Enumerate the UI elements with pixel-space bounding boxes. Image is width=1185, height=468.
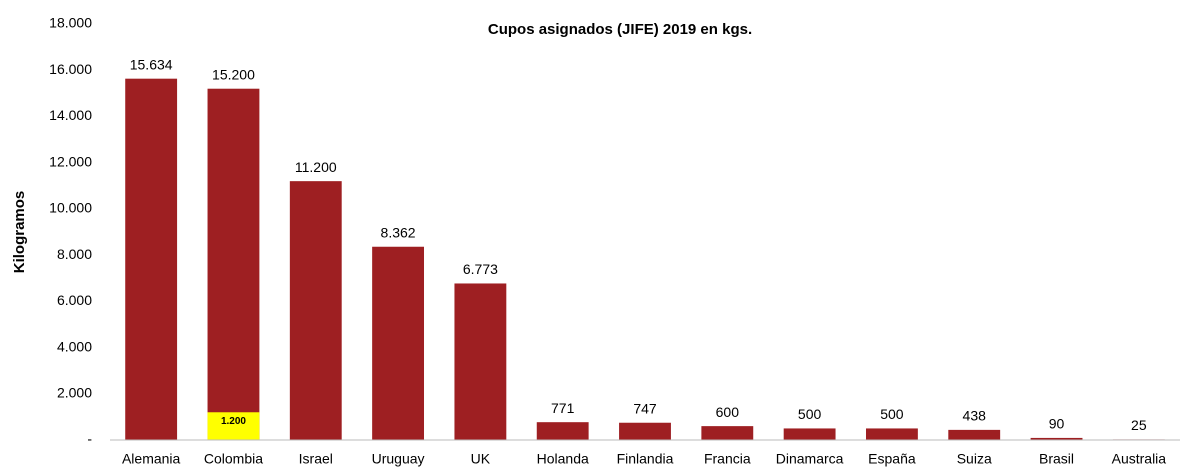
value-label: 25: [1131, 417, 1147, 433]
bar: [125, 78, 178, 441]
y-tick-label: 16.000: [49, 61, 92, 77]
bar: [289, 181, 342, 440]
y-tick-label: 8.000: [57, 246, 92, 262]
value-label: 500: [880, 406, 904, 422]
x-tick-label: Francia: [704, 451, 751, 467]
y-tick-label: 14.000: [49, 107, 92, 123]
bar: [783, 428, 836, 440]
bar: [948, 429, 1001, 440]
value-label: 438: [963, 408, 987, 424]
value-label: 600: [716, 404, 740, 420]
y-tick-label: 2.000: [57, 384, 92, 400]
bar: [372, 246, 425, 440]
bar: [865, 428, 918, 440]
y-tick-label: 4.000: [57, 338, 92, 354]
value-label: 747: [633, 400, 657, 416]
y-tick-label: 6.000: [57, 292, 92, 308]
x-tick-label: Suiza: [957, 451, 992, 467]
value-label: 15.200: [212, 66, 255, 82]
bar: [619, 422, 671, 440]
x-tick-label: Dinamarca: [776, 451, 844, 467]
y-tick-label: 12.000: [49, 153, 92, 169]
x-tick-label: Holanda: [537, 451, 589, 467]
bar: [1030, 437, 1083, 440]
highlight-bar: [207, 412, 260, 440]
value-label: 8.362: [381, 224, 416, 240]
x-tick-label: Israel: [299, 451, 333, 467]
y-tick-label: 18.000: [49, 15, 92, 31]
bar: [701, 426, 754, 440]
value-label: 500: [798, 406, 822, 422]
value-label: 771: [551, 400, 575, 416]
x-tick-label: España: [868, 451, 916, 467]
highlight-label: 1.200: [221, 416, 246, 427]
y-tick-label: -: [87, 431, 92, 447]
value-label: 6.773: [463, 261, 498, 277]
x-tick-label: Alemania: [122, 451, 181, 467]
x-tick-label: UK: [471, 451, 491, 467]
x-tick-label: Brasil: [1039, 451, 1074, 467]
x-tick-label: Uruguay: [372, 451, 425, 467]
value-label: 11.200: [295, 159, 337, 175]
bar: [207, 88, 260, 440]
x-tick-label: Colombia: [204, 451, 263, 467]
y-axis-label: Kilogramos: [11, 191, 28, 274]
bar: [454, 283, 507, 440]
x-tick-label: Australia: [1112, 451, 1167, 467]
value-label: 90: [1049, 416, 1065, 432]
value-label: 15.634: [130, 56, 173, 72]
chart-title: Cupos asignados (JIFE) 2019 en kgs.: [488, 21, 752, 38]
bar: [536, 422, 589, 440]
y-tick-label: 10.000: [49, 200, 92, 216]
x-tick-label: Finlandia: [617, 451, 674, 467]
